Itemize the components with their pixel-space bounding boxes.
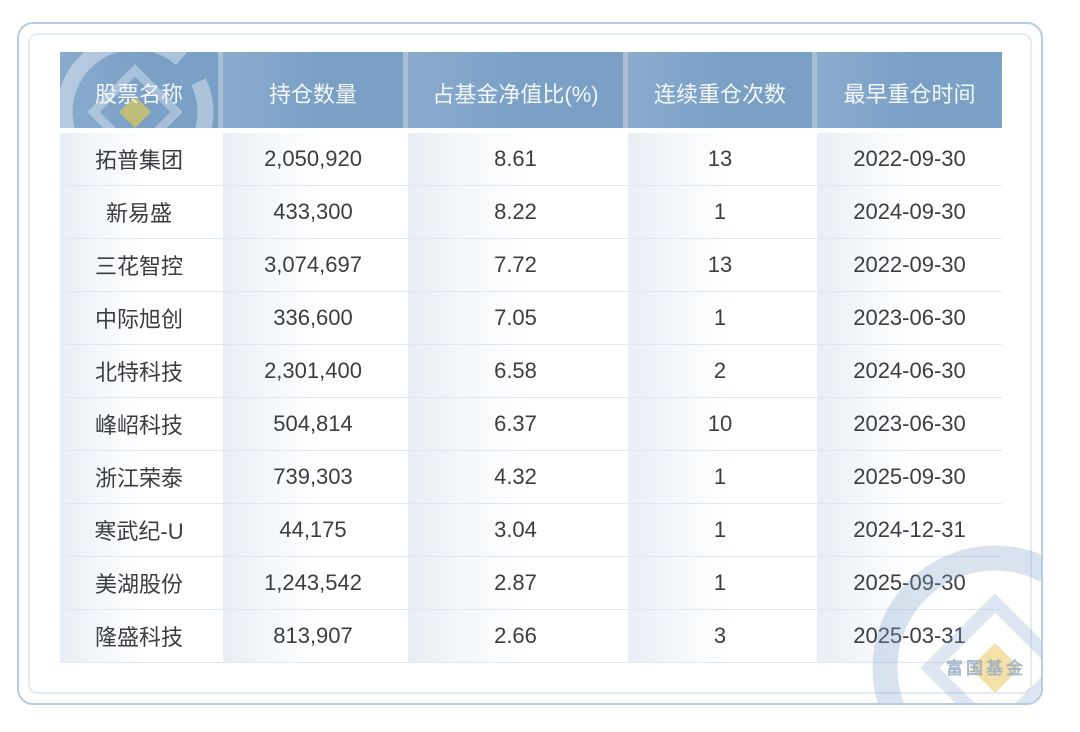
table-row: 美湖股份 1,243,542 2.87 1 2025-09-30 [60, 557, 1002, 610]
table-row: 三花智控 3,074,697 7.72 13 2022-09-30 [60, 239, 1002, 292]
table-row: 北特科技 2,301,400 6.58 2 2024-06-30 [60, 345, 1002, 398]
streak-cell: 1 [628, 451, 812, 503]
shares-cell: 1,243,542 [223, 557, 403, 609]
streak-cell: 1 [628, 292, 812, 344]
date-cell: 2025-03-31 [817, 610, 1002, 662]
fullgoal-logo-icon [60, 52, 214, 128]
shares-cell: 2,050,920 [223, 133, 403, 185]
nav-pct-cell: 7.72 [408, 239, 623, 291]
shares-cell: 504,814 [223, 398, 403, 450]
nav-pct-cell: 8.22 [408, 186, 623, 238]
stock-name-cell: 拓普集团 [60, 133, 218, 185]
column-header-nav-percent: 占基金净值比(%) [408, 52, 623, 128]
shares-cell: 44,175 [223, 504, 403, 556]
nav-pct-cell: 3.04 [408, 504, 623, 556]
date-cell: 2024-06-30 [817, 345, 1002, 397]
table-row: 寒武纪-U 44,175 3.04 1 2024-12-31 [60, 504, 1002, 557]
shares-cell: 739,303 [223, 451, 403, 503]
nav-pct-cell: 6.58 [408, 345, 623, 397]
table-header-row: 股票名称 持仓数量 占基金净值比(%) 连续重仓次数 最早重仓时间 [60, 52, 1002, 128]
date-cell: 2025-09-30 [817, 557, 1002, 609]
streak-cell: 1 [628, 186, 812, 238]
date-cell: 2022-09-30 [817, 239, 1002, 291]
column-header-earliest-date: 最早重仓时间 [817, 52, 1002, 128]
stock-name-cell: 三花智控 [60, 239, 218, 291]
shares-cell: 813,907 [223, 610, 403, 662]
date-cell: 2024-09-30 [817, 186, 1002, 238]
nav-pct-cell: 8.61 [408, 133, 623, 185]
table-row: 新易盛 433,300 8.22 1 2024-09-30 [60, 186, 1002, 239]
date-cell: 2023-06-30 [817, 292, 1002, 344]
table-row: 隆盛科技 813,907 2.66 3 2025-03-31 [60, 610, 1002, 663]
table-row: 中际旭创 336,600 7.05 1 2023-06-30 [60, 292, 1002, 345]
stock-name-cell: 浙江荣泰 [60, 451, 218, 503]
fullgoal-logo-watermark-icon [872, 545, 1041, 703]
stock-name-cell: 中际旭创 [60, 292, 218, 344]
shares-cell: 433,300 [223, 186, 403, 238]
streak-cell: 1 [628, 504, 812, 556]
column-header-shares-held: 持仓数量 [223, 52, 403, 128]
stock-name-cell: 新易盛 [60, 186, 218, 238]
shares-cell: 336,600 [223, 292, 403, 344]
table-row: 峰岹科技 504,814 6.37 10 2023-06-30 [60, 398, 1002, 451]
stock-name-cell: 美湖股份 [60, 557, 218, 609]
table-body: 拓普集团 2,050,920 8.61 13 2022-09-30 新易盛 43… [60, 133, 1002, 663]
date-cell: 2023-06-30 [817, 398, 1002, 450]
date-cell: 2022-09-30 [817, 133, 1002, 185]
streak-cell: 13 [628, 133, 812, 185]
brand-watermark-text: 富国基金 [946, 659, 1026, 678]
stock-name-cell: 北特科技 [60, 345, 218, 397]
nav-pct-cell: 7.05 [408, 292, 623, 344]
nav-pct-cell: 2.87 [408, 557, 623, 609]
streak-cell: 10 [628, 398, 812, 450]
streak-cell: 1 [628, 557, 812, 609]
stock-name-cell: 寒武纪-U [60, 504, 218, 556]
streak-cell: 3 [628, 610, 812, 662]
holdings-table: 股票名称 持仓数量 占基金净值比(%) 连续重仓次数 最早重仓时间 拓普集团 2… [60, 52, 1002, 663]
shares-cell: 3,074,697 [223, 239, 403, 291]
column-header-consecutive-times: 连续重仓次数 [628, 52, 812, 128]
stock-name-cell: 隆盛科技 [60, 610, 218, 662]
nav-pct-cell: 4.32 [408, 451, 623, 503]
stock-name-cell: 峰岹科技 [60, 398, 218, 450]
table-row: 浙江荣泰 739,303 4.32 1 2025-09-30 [60, 451, 1002, 504]
date-cell: 2025-09-30 [817, 451, 1002, 503]
streak-cell: 2 [628, 345, 812, 397]
table-row: 拓普集团 2,050,920 8.61 13 2022-09-30 [60, 133, 1002, 186]
nav-pct-cell: 2.66 [408, 610, 623, 662]
streak-cell: 13 [628, 239, 812, 291]
shares-cell: 2,301,400 [223, 345, 403, 397]
nav-pct-cell: 6.37 [408, 398, 623, 450]
date-cell: 2024-12-31 [817, 504, 1002, 556]
card-inner-frame [28, 33, 1032, 694]
